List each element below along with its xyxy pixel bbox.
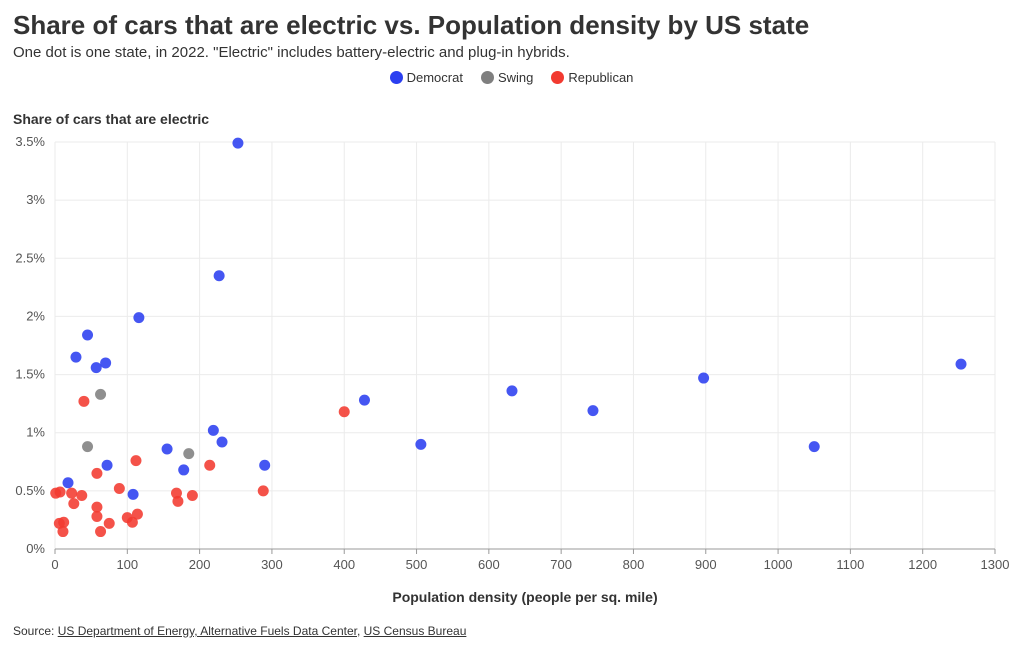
scatter-point-republican[interactable] bbox=[131, 508, 143, 520]
source-note: Source: US Department of Energy, Alterna… bbox=[13, 624, 466, 638]
scatter-point-republican[interactable] bbox=[172, 495, 184, 507]
scatter-point-republican[interactable] bbox=[186, 490, 198, 502]
scatter-point-republican[interactable] bbox=[58, 516, 70, 528]
scatter-point-republican[interactable] bbox=[91, 501, 103, 513]
scatter-point-republican[interactable] bbox=[126, 516, 138, 528]
source-separator: , bbox=[356, 624, 364, 638]
scatter-point-democrat[interactable] bbox=[506, 385, 518, 397]
x-tick-label: 1300 bbox=[981, 557, 1010, 572]
scatter-point-democrat[interactable] bbox=[587, 405, 599, 417]
y-tick-label: 0% bbox=[26, 541, 45, 556]
x-tick-label: 300 bbox=[261, 557, 283, 572]
legend-swatch-democrat bbox=[389, 71, 403, 84]
scatter-point-republican[interactable] bbox=[54, 486, 66, 498]
source-link-census[interactable]: US Census Bureau bbox=[363, 624, 467, 638]
legend-item-swing[interactable]: Swing bbox=[480, 70, 534, 85]
x-tick-label: 500 bbox=[406, 557, 428, 572]
scatter-point-democrat[interactable] bbox=[100, 357, 112, 369]
x-axis-label: Population density (people per sq. mile) bbox=[392, 589, 658, 605]
scatter-point-republican[interactable] bbox=[257, 485, 269, 497]
scatter-point-republican[interactable] bbox=[91, 510, 103, 522]
scatter-point-democrat[interactable] bbox=[213, 270, 225, 282]
scatter-point-democrat[interactable] bbox=[415, 438, 427, 450]
y-tick-label: 2.5% bbox=[15, 250, 45, 265]
x-tick-label: 200 bbox=[189, 557, 211, 572]
legend-item-democrat[interactable]: Democrat bbox=[389, 70, 463, 85]
scatter-point-democrat[interactable] bbox=[133, 312, 145, 324]
legend-item-republican[interactable]: Republican bbox=[551, 70, 633, 85]
legend: Democrat Swing Republican bbox=[0, 70, 1023, 85]
scatter-point-republican[interactable] bbox=[66, 487, 78, 499]
scatter-point-republican[interactable] bbox=[170, 487, 182, 499]
x-tick-label: 800 bbox=[623, 557, 645, 572]
scatter-point-democrat[interactable] bbox=[101, 459, 113, 471]
scatter-point-republican[interactable] bbox=[78, 395, 90, 407]
x-tick-label: 600 bbox=[478, 557, 500, 572]
data-points bbox=[50, 137, 967, 538]
x-tick-label: 100 bbox=[116, 557, 138, 572]
source-prefix: Source: bbox=[13, 624, 58, 638]
legend-label-swing: Swing bbox=[497, 70, 534, 85]
scatter-point-democrat[interactable] bbox=[70, 351, 82, 363]
scatter-point-democrat[interactable] bbox=[178, 464, 190, 476]
scatter-point-democrat[interactable] bbox=[216, 436, 228, 448]
scatter-point-democrat[interactable] bbox=[955, 358, 967, 370]
scatter-point-democrat[interactable] bbox=[698, 372, 710, 384]
scatter-point-republican[interactable] bbox=[91, 467, 103, 479]
y-tick-label: 1.5% bbox=[15, 367, 45, 382]
scatter-point-republican[interactable] bbox=[113, 483, 125, 495]
grid-lines bbox=[54, 141, 996, 549]
scatter-point-democrat[interactable] bbox=[358, 394, 370, 406]
y-tick-label: 1% bbox=[26, 425, 45, 440]
scatter-point-democrat[interactable] bbox=[808, 441, 820, 453]
x-tick-label: 400 bbox=[333, 557, 355, 572]
legend-label-democrat: Democrat bbox=[406, 70, 463, 85]
x-tick-label: 1100 bbox=[836, 557, 864, 572]
source-link-doe[interactable]: US Department of Energy, Alternative Fue… bbox=[57, 624, 357, 638]
scatter-point-republican[interactable] bbox=[130, 455, 142, 467]
y-tick-label: 2% bbox=[26, 308, 45, 323]
scatter-point-swing[interactable] bbox=[183, 448, 195, 460]
scatter-point-republican[interactable] bbox=[204, 459, 216, 471]
y-tick-label: 3.5% bbox=[15, 134, 45, 149]
scatter-point-democrat[interactable] bbox=[90, 362, 102, 374]
axes: 0 100 200 300 400 500 600 700 800 900 1000 1100 1200… bbox=[15, 134, 1009, 572]
scatter-point-democrat[interactable] bbox=[82, 329, 94, 341]
chart-subtitle: One dot is one state, in 2022. "Electric… bbox=[13, 44, 570, 61]
scatter-point-republican[interactable] bbox=[76, 490, 88, 502]
y-tick-label: 0.5% bbox=[15, 483, 45, 498]
scatter-point-republican[interactable] bbox=[68, 498, 80, 510]
x-tick-label: 900 bbox=[695, 557, 717, 572]
x-tick-label: 0 bbox=[51, 557, 58, 572]
chart-title: Share of cars that are electric vs. Popu… bbox=[13, 10, 810, 40]
scatter-point-swing[interactable] bbox=[95, 388, 107, 400]
x-tick-label: 1200 bbox=[908, 557, 937, 572]
scatter-point-democrat[interactable] bbox=[127, 488, 139, 500]
scatter-point-swing[interactable] bbox=[82, 441, 94, 453]
scatter-point-republican[interactable] bbox=[95, 526, 107, 538]
legend-label-republican: Republican bbox=[568, 70, 634, 85]
scatter-point-republican[interactable] bbox=[103, 517, 115, 529]
legend-swatch-republican bbox=[551, 71, 565, 84]
y-axis-label: Share of cars that are electric bbox=[13, 111, 210, 127]
scatter-point-democrat[interactable] bbox=[161, 443, 173, 455]
scatter-point-democrat[interactable] bbox=[62, 477, 74, 489]
scatter-point-republican[interactable] bbox=[338, 406, 350, 418]
y-tick-label: 3% bbox=[26, 192, 45, 207]
legend-swatch-swing bbox=[480, 71, 494, 84]
scatter-point-democrat[interactable] bbox=[207, 424, 219, 436]
scatter-point-democrat[interactable] bbox=[232, 137, 244, 149]
scatter-point-democrat[interactable] bbox=[259, 459, 271, 471]
x-tick-label: 1000 bbox=[764, 557, 793, 572]
scatter-point-republican[interactable] bbox=[57, 526, 69, 538]
x-tick-label: 700 bbox=[550, 557, 572, 572]
